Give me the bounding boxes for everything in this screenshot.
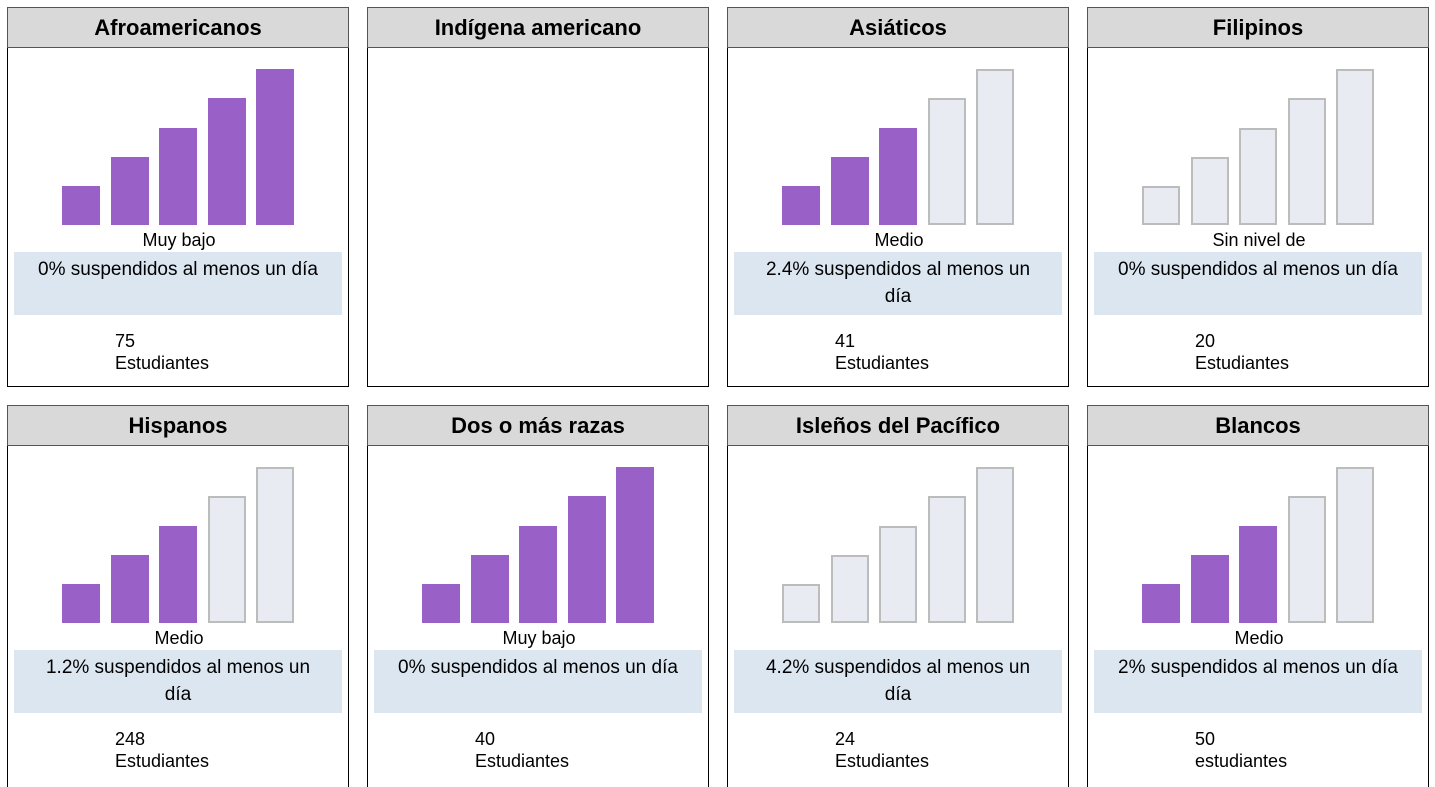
student-count: 41 Estudiantes: [835, 330, 929, 374]
students-label: Estudiantes: [1195, 353, 1290, 373]
group-card: Hispanos Medio 1.2% suspendidos al menos u…: [7, 405, 349, 787]
card-title: Hispanos: [7, 405, 349, 446]
level-bar: [1142, 584, 1180, 623]
level-bar: [256, 69, 295, 225]
group-card: Isleños del Pacífico 4.2% suspendidos al …: [727, 405, 1069, 787]
suspension-rate: 0% suspendidos al menos un día: [14, 252, 342, 315]
level-bar: [567, 496, 606, 623]
card-title: Filipinos: [1087, 7, 1429, 48]
group-card: Filipinos Sin nivel de 0% suspendidos al m…: [1087, 7, 1429, 387]
suspension-rate: 2% suspendidos al menos un día: [1094, 650, 1422, 713]
level-bar: [927, 98, 966, 225]
level-bar: [207, 496, 246, 623]
suspension-rate: 4.2% suspendidos al menos un día: [734, 650, 1062, 713]
students-label: estudiantes: [1195, 751, 1288, 771]
suspension-rate: 1.2% suspendidos al menos un día: [14, 650, 342, 713]
count-value: 75: [115, 331, 136, 351]
students-label: Estudiantes: [475, 751, 570, 771]
group-card: Afroamericanos Muy bajo 0% suspendidos al …: [7, 7, 349, 387]
student-count: 40 Estudiantes: [475, 728, 569, 772]
level-bar: [879, 526, 918, 623]
level-bar: [207, 98, 246, 225]
level-bar: [470, 555, 509, 623]
count-value: 248: [115, 729, 146, 749]
card-title: Afroamericanos: [7, 7, 349, 48]
student-count: 75 Estudiantes: [115, 330, 209, 374]
group-card: Asiáticos Medio 2.4% suspendidos al menos …: [727, 7, 1069, 387]
card-title: Blancos: [1087, 405, 1429, 446]
level-bar: [782, 584, 820, 623]
level-bar: [1142, 186, 1180, 225]
level-bar: [159, 128, 198, 225]
student-count: 248 Estudiantes: [115, 728, 209, 772]
level-bar: [1287, 98, 1326, 225]
level-bar: [1336, 69, 1375, 225]
level-bar: [1239, 526, 1278, 623]
students-label: Estudiantes: [115, 751, 210, 771]
student-count: 50 estudiantes: [1195, 728, 1287, 772]
level-label: Medio: [874, 230, 924, 250]
card-title: Dos o más razas: [367, 405, 709, 446]
level-bar: [616, 467, 655, 623]
group-card: Dos o más razas Muy bajo 0% suspendidos al…: [367, 405, 709, 787]
count-value: 20: [1195, 331, 1216, 351]
level-bar: [830, 157, 869, 225]
card-title: Isleños del Pacífico: [727, 405, 1069, 446]
level-bar: [62, 584, 100, 623]
count-value: 24: [835, 729, 856, 749]
level-bar: [159, 526, 198, 623]
level-bar: [782, 186, 820, 225]
students-label: Estudiantes: [115, 353, 210, 373]
level-bar: [519, 526, 558, 623]
level-label: Medio: [1234, 628, 1284, 648]
level-label: Muy bajo: [142, 230, 216, 250]
level-bar: [1287, 496, 1326, 623]
card-title: Indígena americano: [367, 7, 709, 48]
suspension-rate: 2.4% suspendidos al menos un día: [734, 252, 1062, 315]
student-count: 24 Estudiantes: [835, 728, 929, 772]
level-bar: [62, 186, 100, 225]
student-count: 20 Estudiantes: [1195, 330, 1289, 374]
count-value: 40: [475, 729, 496, 749]
group-card: Blancos Medio 2% suspendidos al menos un d…: [1087, 405, 1429, 787]
suspension-rate: 0% suspendidos al menos un día: [374, 650, 702, 713]
card-title: Asiáticos: [727, 7, 1069, 48]
level-bar: [422, 584, 460, 623]
suspension-rate: 0% suspendidos al menos un día: [1094, 252, 1422, 315]
level-bar: [256, 467, 295, 623]
level-bar: [1190, 555, 1229, 623]
level-bar: [830, 555, 869, 623]
students-label: Estudiantes: [835, 751, 930, 771]
level-bar: [110, 555, 149, 623]
group-card: Indígena americano: [367, 7, 709, 387]
count-value: 50: [1195, 729, 1216, 749]
students-label: Estudiantes: [835, 353, 930, 373]
level-bar: [110, 157, 149, 225]
level-label: Medio: [154, 628, 204, 648]
level-bar: [1336, 467, 1375, 623]
level-bar: [879, 128, 918, 225]
level-label: Sin nivel de: [1212, 230, 1306, 250]
level-bar: [1190, 157, 1229, 225]
level-label: Muy bajo: [502, 628, 576, 648]
level-bar: [976, 467, 1015, 623]
level-bar: [927, 496, 966, 623]
level-bar: [976, 69, 1015, 225]
count-value: 41: [835, 331, 856, 351]
level-bar: [1239, 128, 1278, 225]
